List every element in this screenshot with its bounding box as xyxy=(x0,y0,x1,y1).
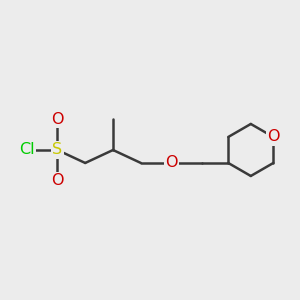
Text: O: O xyxy=(51,173,64,188)
Text: O: O xyxy=(267,130,280,145)
Text: Cl: Cl xyxy=(19,142,34,158)
Text: S: S xyxy=(52,142,62,158)
Text: O: O xyxy=(51,112,64,127)
Text: O: O xyxy=(165,155,178,170)
